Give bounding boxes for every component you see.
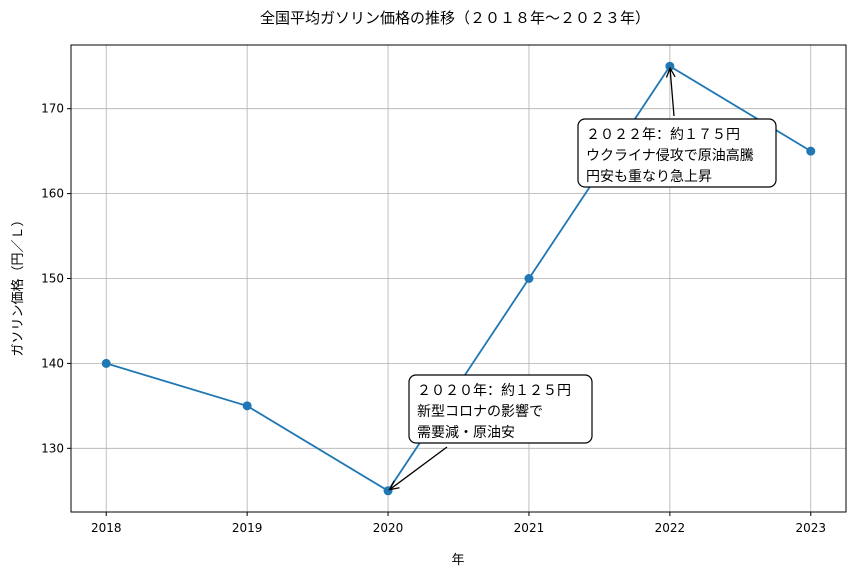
annotation-text: ２０２０年：約１２５円 xyxy=(417,383,571,399)
x-tick-label: 2019 xyxy=(232,521,263,535)
y-tick-label: 140 xyxy=(41,356,64,370)
data-point xyxy=(101,358,111,368)
x-tick-label: 2021 xyxy=(514,521,545,535)
x-axis-label: 年 xyxy=(451,553,464,568)
x-tick-label: 2020 xyxy=(373,521,404,535)
annotation-text: 新型コロナの影響で xyxy=(417,403,543,420)
data-point xyxy=(665,61,675,71)
annotation-box xyxy=(408,374,593,444)
x-tick-label: 2018 xyxy=(91,521,122,535)
y-tick-label: 170 xyxy=(41,102,64,116)
annotation-text: 需要減・原油安 xyxy=(417,424,515,441)
y-tick-label: 160 xyxy=(41,187,64,201)
y-tick-label: 130 xyxy=(41,441,64,455)
y-tick-label: 150 xyxy=(41,272,64,286)
annotation-arrowhead xyxy=(388,480,400,491)
grid-lines xyxy=(71,45,846,512)
annotation-text: ２０２２年：約１７５円 xyxy=(586,127,740,143)
annotation-text: 円安も重なり急上昇 xyxy=(586,169,712,185)
y-axis-label: ガソリン価格（円／Ｌ） xyxy=(10,213,26,356)
annotation-arrowhead xyxy=(665,66,676,78)
x-tick-label: 2023 xyxy=(795,521,826,535)
annotation-arrow xyxy=(389,446,448,491)
chart-title: 全国平均ガソリン価格の推移（２０１８年〜２０２３年） xyxy=(260,9,650,27)
x-tick-label: 2022 xyxy=(655,521,686,535)
data-point xyxy=(524,274,534,283)
data-point xyxy=(806,146,816,156)
annotation-box xyxy=(577,118,777,188)
x-axis: 2018 2019 2020 2021 2022 2023 xyxy=(91,512,826,535)
annotation-arrow xyxy=(669,68,675,117)
annotation-text: ウクライナ侵攻で原油高騰 xyxy=(586,147,754,164)
y-axis: 130 140 150 160 170 xyxy=(41,102,71,455)
data-point xyxy=(242,401,252,411)
